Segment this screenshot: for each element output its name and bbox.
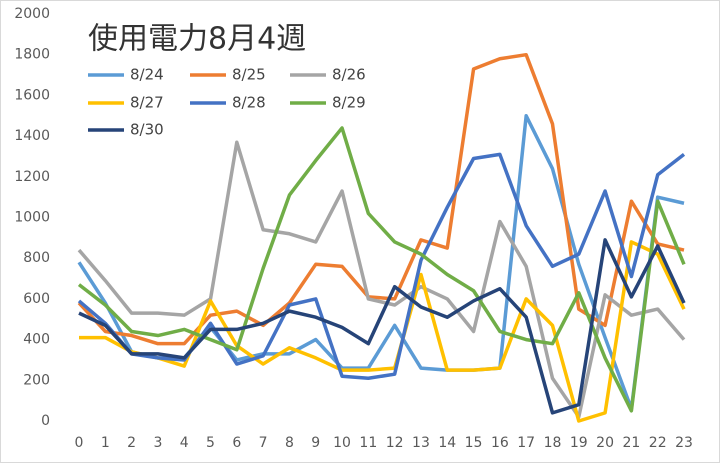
series-line <box>77 126 686 413</box>
y-tick-label: 1400 <box>14 128 50 144</box>
series-line <box>77 140 686 419</box>
x-tick-label: 0 <box>75 435 84 451</box>
legend-label: 8/26 <box>332 66 366 84</box>
chart-title: 使用電力8月4週 <box>88 22 306 57</box>
x-tick-label: 6 <box>232 435 241 451</box>
x-tick-label: 8 <box>285 435 294 451</box>
legend-label: 8/25 <box>232 66 266 84</box>
x-tick-label: 2 <box>127 435 136 451</box>
x-tick-label: 10 <box>333 435 351 451</box>
legend-label: 8/30 <box>130 121 164 139</box>
x-tick-label: 12 <box>386 435 404 451</box>
legend-label: 8/24 <box>130 66 164 84</box>
y-tick-label: 1600 <box>14 87 50 103</box>
series-line <box>78 238 686 415</box>
x-tick-label: 9 <box>311 435 320 451</box>
x-tick-label: 5 <box>206 435 215 451</box>
y-tick-label: 2000 <box>14 6 50 22</box>
y-tick-label: 1000 <box>14 210 50 226</box>
x-tick-label: 4 <box>180 435 189 451</box>
legend-label: 8/29 <box>332 94 366 112</box>
x-tick-label: 20 <box>596 435 614 451</box>
x-tick-label: 15 <box>465 435 483 451</box>
x-tick-label: 14 <box>438 435 456 451</box>
x-tick-label: 18 <box>544 435 562 451</box>
x-tick-label: 19 <box>570 435 588 451</box>
y-tick-label: 1200 <box>14 169 50 185</box>
x-tick-label: 1 <box>101 435 110 451</box>
x-tick-label: 3 <box>153 435 162 451</box>
x-tick-label: 17 <box>517 435 535 451</box>
x-tick-label: 13 <box>412 435 430 451</box>
series-line <box>77 52 685 346</box>
series-line <box>77 152 686 381</box>
x-tick-label: 7 <box>259 435 268 451</box>
x-tick-label: 16 <box>491 435 509 451</box>
y-tick-label: 0 <box>41 413 50 429</box>
x-tick-label: 11 <box>359 435 377 451</box>
legend-label: 8/28 <box>232 94 266 112</box>
x-tick-label: 22 <box>649 435 667 451</box>
y-tick-label: 1800 <box>14 47 50 63</box>
x-tick-label: 23 <box>675 435 693 451</box>
y-tick-label: 800 <box>23 250 50 266</box>
y-tick-label: 400 <box>23 332 50 348</box>
x-tick-label: 21 <box>622 435 640 451</box>
y-tick-label: 200 <box>23 372 50 388</box>
series-line <box>79 240 686 423</box>
legend-label: 8/27 <box>130 94 164 112</box>
y-tick-label: 600 <box>23 291 50 307</box>
